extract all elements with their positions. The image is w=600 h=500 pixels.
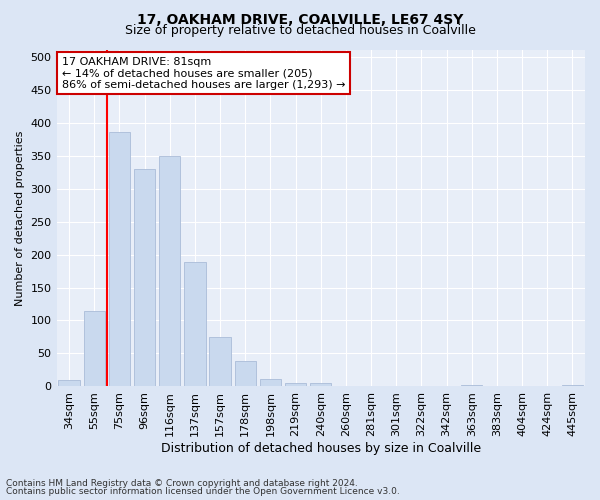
Y-axis label: Number of detached properties: Number of detached properties (15, 130, 25, 306)
Bar (58, 380, 80, 386)
Bar (209, 337, 231, 386)
Text: Size of property relative to detached houses in Coalville: Size of property relative to detached ho… (125, 24, 475, 37)
Bar (83, 310, 105, 386)
Bar (109, 132, 130, 386)
Bar (285, 382, 307, 386)
Bar (562, 385, 583, 386)
Bar (310, 383, 331, 386)
Bar (159, 156, 181, 386)
Bar (184, 262, 206, 386)
Text: Contains HM Land Registry data © Crown copyright and database right 2024.: Contains HM Land Registry data © Crown c… (6, 478, 358, 488)
Text: Contains public sector information licensed under the Open Government Licence v3: Contains public sector information licen… (6, 487, 400, 496)
Bar (461, 385, 482, 386)
Bar (235, 362, 256, 386)
Text: 17, OAKHAM DRIVE, COALVILLE, LE67 4SY: 17, OAKHAM DRIVE, COALVILLE, LE67 4SY (137, 12, 463, 26)
X-axis label: Distribution of detached houses by size in Coalville: Distribution of detached houses by size … (161, 442, 481, 455)
Text: 17 OAKHAM DRIVE: 81sqm
← 14% of detached houses are smaller (205)
86% of semi-de: 17 OAKHAM DRIVE: 81sqm ← 14% of detached… (62, 56, 346, 90)
Bar (134, 169, 155, 386)
Bar (260, 378, 281, 386)
